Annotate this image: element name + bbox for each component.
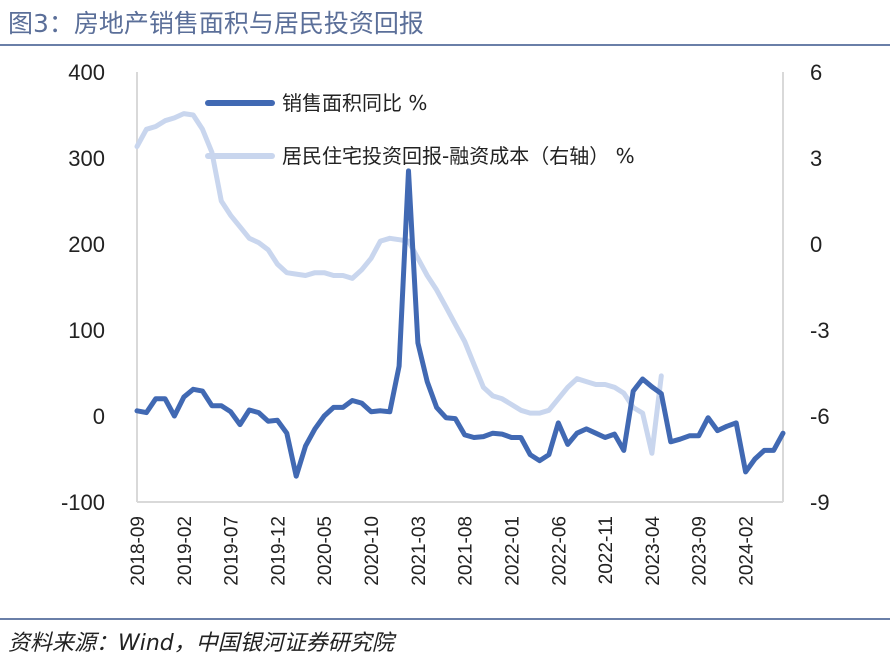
header-rule — [0, 44, 890, 46]
left-tick-label: 200 — [68, 232, 105, 257]
right-tick-label: -6 — [810, 404, 830, 429]
x-tick-label: 2018-09 — [128, 516, 149, 586]
left-axis-tick-labels: 400 300 200 100 0 -100 — [61, 60, 105, 515]
right-tick-label: -9 — [810, 490, 830, 515]
chart-series — [134, 111, 786, 479]
x-tick-label: 2022-06 — [549, 516, 570, 586]
x-tick-label: 2019-12 — [268, 516, 289, 586]
source-note: 资料来源：Wind，中国银河证券研究院 — [8, 631, 394, 656]
x-tick-label: 2019-02 — [175, 516, 196, 586]
right-tick-label: -3 — [810, 318, 830, 343]
x-tick-label: 2022-01 — [502, 516, 523, 586]
legend-label-sales-area: 销售面积同比 % — [282, 91, 427, 115]
left-tick-label: 400 — [68, 60, 105, 85]
right-axis-tick-labels: 6 3 0 -3 -6 -9 — [810, 60, 830, 515]
left-tick-label: 300 — [68, 146, 105, 171]
chart-title: 图3：房地产销售面积与居民投资回报 — [8, 9, 424, 38]
left-tick-label: -100 — [61, 490, 105, 515]
x-tick-label: 2020-10 — [362, 516, 383, 586]
x-tick-label: 2021-03 — [409, 516, 430, 586]
x-tick-label: 2020-05 — [315, 516, 336, 586]
left-tick-label: 100 — [68, 318, 105, 343]
x-axis-tick-labels: 2018-09 2019-02 2019-07 2019-12 2020-05 2020-… — [128, 516, 758, 586]
right-tick-label: 0 — [810, 232, 822, 257]
series-line-investment-return — [134, 111, 664, 456]
x-tick-label: 2021-08 — [456, 516, 477, 586]
left-tick-label: 0 — [93, 404, 105, 429]
footer-rule — [0, 618, 890, 620]
legend-label-investment-return: 居民住宅投资回报-融资成本（右轴） % — [282, 144, 635, 168]
x-tick-label: 2024-02 — [737, 516, 758, 586]
series-line-sales-area — [134, 168, 786, 479]
chart-canvas: 400 300 200 100 0 -100 6 3 0 -3 -6 -9 2018-09 2019-… — [61, 60, 830, 586]
chart-legend: 销售面积同比 % 居民住宅投资回报-融资成本（右轴） % — [205, 91, 635, 168]
right-tick-label: 6 — [810, 60, 822, 85]
x-tick-label: 2023-09 — [690, 516, 711, 586]
x-tick-label: 2023-04 — [643, 516, 664, 586]
x-tick-label: 2019-07 — [222, 516, 243, 586]
x-tick-label: 2022-11 — [596, 516, 617, 584]
right-tick-label: 3 — [810, 146, 822, 171]
